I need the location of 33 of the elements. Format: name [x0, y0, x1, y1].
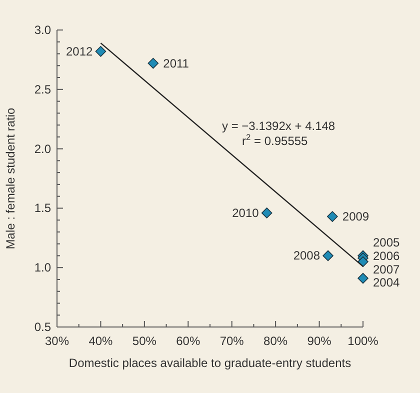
annotation: 2010 [232, 206, 260, 220]
y-tick-label: 2.5 [34, 82, 52, 96]
annotation: 2007 [373, 262, 400, 277]
annotation: 2012 [66, 44, 94, 58]
annotation: r$^{2}$ = 0.95555 [242, 132, 308, 148]
x-tick-label: 70% [220, 334, 244, 348]
annotation: 2004 [373, 275, 400, 290]
point [358, 272, 368, 284]
annotation: 2011 [163, 56, 190, 70]
x-axis-title: Domestic places available to graduate-entry students [68, 356, 352, 370]
y-tick-label: 2.0 [34, 142, 52, 156]
x-tick-label: 50% [132, 334, 157, 348]
y-tick-label: 1.5 [34, 201, 52, 216]
x-tick-label: 90% [307, 334, 332, 348]
y-tick-label: 3.0 [34, 23, 52, 37]
y-axis-title: Male : female student ratio [3, 107, 18, 250]
x-tick-label: 100% [348, 334, 379, 348]
x-tick-label: 80% [264, 334, 288, 348]
point [327, 211, 338, 222]
y-tick-label: 0.5 [34, 320, 52, 334]
annotation: 2008 [293, 248, 320, 263]
point [95, 46, 106, 57]
annotation: y = −3.1392x + 4.148 [222, 119, 336, 133]
x-tick-label: 40% [88, 334, 114, 348]
annotation: 2005 [373, 236, 400, 250]
point [261, 208, 272, 218]
x-tick-label: 60% [176, 334, 200, 348]
annotation: 2009 [342, 210, 370, 224]
x-tick-label: 30% [44, 334, 70, 348]
point [322, 250, 334, 262]
point [148, 58, 159, 69]
annotation: 2006 [373, 249, 400, 264]
y-tick-label: 1.0 [34, 260, 52, 275]
